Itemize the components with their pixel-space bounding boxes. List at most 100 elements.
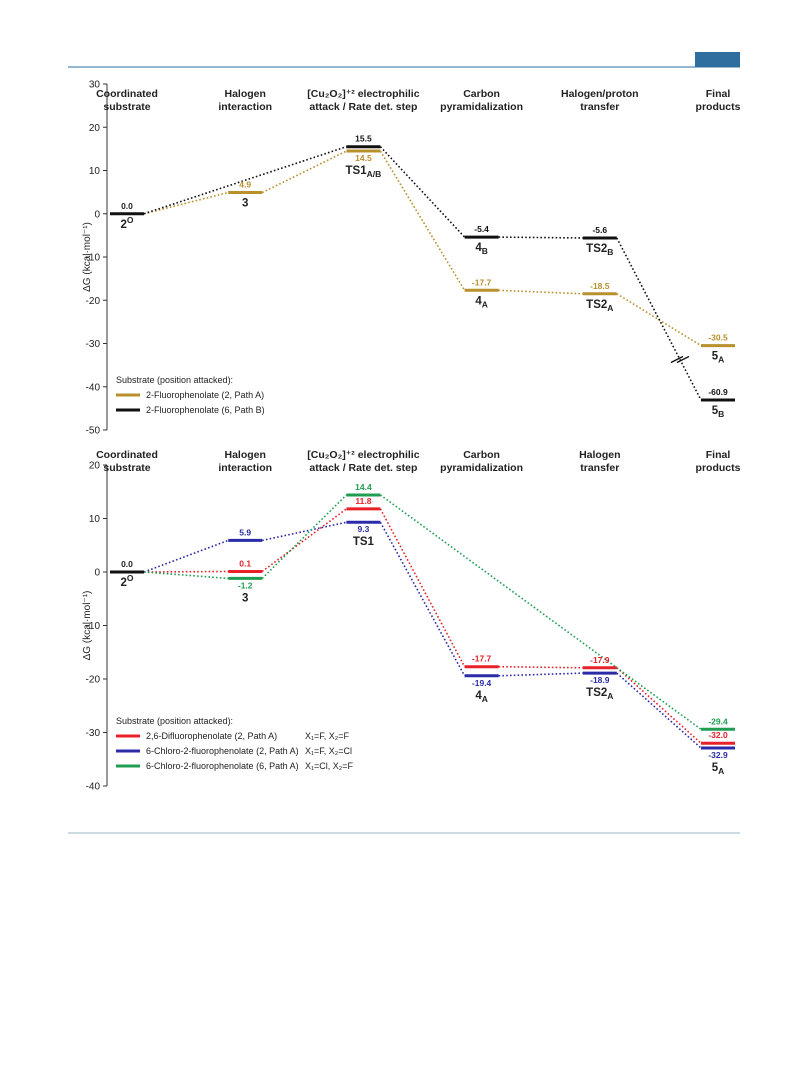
connector — [498, 672, 583, 677]
state-label-main: 4 — [475, 295, 482, 307]
state-label: 3 — [242, 198, 248, 210]
stage-header: Final — [706, 449, 731, 461]
value-label: -18.5 — [590, 281, 610, 291]
y-tick-label: -30 — [86, 728, 101, 739]
value-label: -5.6 — [592, 225, 607, 235]
y-tick-label: -20 — [86, 296, 101, 307]
connector — [498, 289, 583, 295]
legend-note: X₁=Cl, X₂=F — [305, 761, 354, 771]
state-label-main: 3 — [242, 198, 248, 210]
stage-header: Halogen — [224, 449, 265, 461]
connector — [143, 191, 229, 215]
stage-header: products — [696, 462, 741, 474]
stage-header: transfer — [580, 101, 619, 113]
y-axis-label: ΔG (kcal·mol⁻¹) — [82, 222, 93, 292]
legend-label: 6-Chloro-2-fluorophenolate (2, Path A) — [146, 746, 299, 756]
state-label-sub: A — [482, 299, 488, 309]
y-tick-label: 20 — [89, 123, 101, 134]
state-label: 4B — [475, 242, 488, 256]
connector — [143, 571, 229, 580]
state-label-main: TS1 — [346, 165, 368, 177]
legend-title: Substrate (position attacked): — [116, 716, 233, 726]
value-label: -18.9 — [590, 675, 610, 685]
state-label-main: 4 — [475, 690, 482, 702]
stage-header: Coordinated — [96, 88, 158, 100]
state-label: 5A — [712, 762, 725, 776]
state-label-main: 5 — [712, 405, 719, 417]
value-label: 5.9 — [239, 527, 251, 537]
y-tick-label: 0 — [94, 568, 100, 579]
value-label: -29.4 — [708, 716, 728, 726]
state-label-main: 5 — [712, 762, 719, 774]
connector — [379, 150, 466, 291]
state-label: 4A — [475, 295, 488, 309]
y-tick-label: 10 — [89, 514, 101, 525]
y-tick-label: 30 — [89, 80, 101, 91]
state-label-main: 2 — [120, 219, 126, 231]
value-label: 4.9 — [239, 180, 251, 190]
state-label-sup: O — [127, 215, 134, 225]
header-block — [695, 52, 740, 67]
state-label: 5B — [712, 405, 725, 419]
legend-label: 6-Chloro-2-fluorophenolate (6, Path A) — [146, 761, 299, 771]
value-label: 14.4 — [355, 482, 372, 492]
stage-header: Carbon — [463, 449, 500, 461]
value-label: 14.5 — [355, 153, 372, 163]
value-label: -17.9 — [590, 655, 610, 665]
value-label: -5.4 — [474, 224, 489, 234]
state-label-main: 5 — [712, 351, 719, 363]
stage-header: Carbon — [463, 88, 500, 100]
legend-label: 2,6-Difluorophenolate (2, Path A) — [146, 731, 277, 741]
value-label: 11.8 — [355, 496, 371, 506]
value-label: 0.0 — [121, 201, 133, 211]
connector — [262, 521, 347, 542]
value-label: 0.0 — [121, 559, 133, 569]
value-label: -17.7 — [472, 654, 492, 664]
connector — [143, 570, 229, 573]
state-label: 2O — [120, 215, 133, 231]
stage-header: [Cu₂O₂]⁺² electrophilic — [307, 88, 419, 100]
connector — [143, 145, 347, 215]
state-label-sub: A — [718, 766, 724, 776]
y-axis-label: ΔG (kcal·mol⁻¹) — [82, 591, 93, 661]
axis-break — [676, 355, 690, 364]
state-label-sub: A — [607, 303, 613, 313]
state-label-sub: B — [718, 409, 724, 419]
connector — [261, 508, 347, 573]
y-tick-label: 20 — [89, 461, 101, 472]
axis-break — [670, 355, 684, 364]
stage-header: substrate — [103, 462, 150, 474]
state-label: TS1A/B — [346, 165, 382, 179]
state-label-sub: A — [607, 691, 613, 701]
state-label-main: TS2 — [586, 299, 607, 311]
state-label-main: TS1 — [353, 536, 375, 548]
stage-header: Halogen — [224, 88, 265, 100]
y-tick-label: -30 — [86, 339, 101, 350]
connector — [616, 667, 702, 744]
y-tick-label: 10 — [89, 166, 101, 177]
y-tick-label: -40 — [86, 782, 101, 793]
connector — [498, 236, 583, 239]
stage-header: interaction — [218, 462, 272, 474]
stage-header: Final — [706, 88, 731, 100]
connector — [379, 508, 466, 668]
y-tick-label: -20 — [86, 675, 101, 686]
state-label: TS1 — [353, 536, 375, 548]
connector — [616, 672, 702, 749]
y-tick-label: 0 — [94, 209, 100, 220]
y-tick-label: -40 — [86, 382, 101, 393]
stage-header: pyramidalization — [440, 462, 523, 474]
state-label: TS2A — [586, 299, 613, 313]
value-label: 0.1 — [239, 558, 251, 568]
value-label: -19.4 — [472, 678, 492, 688]
state-label: 5A — [712, 351, 725, 365]
y-tick-label: -10 — [86, 253, 101, 264]
stage-header: attack / Rate det. step — [309, 101, 417, 113]
legend-title: Substrate (position attacked): — [116, 375, 233, 385]
value-label: 9.3 — [357, 524, 369, 534]
value-label: -30.5 — [708, 333, 728, 343]
stage-header: products — [696, 101, 741, 113]
stage-header: Coordinated — [96, 449, 158, 461]
stage-header: attack / Rate det. step — [309, 462, 417, 474]
stage-header: interaction — [218, 101, 272, 113]
